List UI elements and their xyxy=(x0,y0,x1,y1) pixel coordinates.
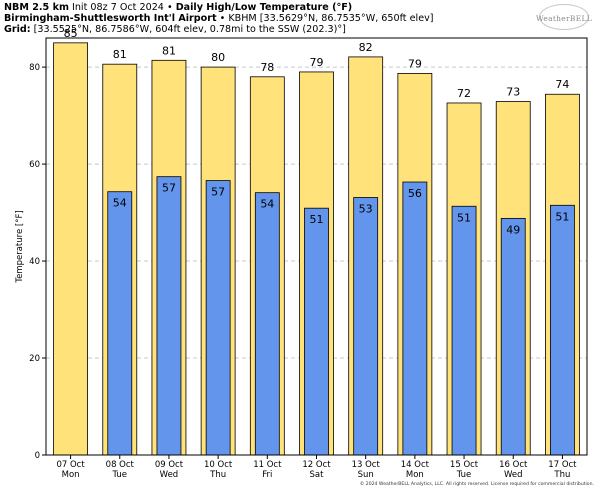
x-tick-date: 09 Oct xyxy=(155,460,184,470)
low-temp-bar xyxy=(402,181,428,456)
low-temp-label: 54 xyxy=(113,197,127,210)
low-temp-bar xyxy=(254,192,280,456)
x-tick-weekday: Wed xyxy=(160,470,179,480)
low-temp-label: 57 xyxy=(162,182,176,195)
x-tick-weekday: Tue xyxy=(112,470,128,480)
high-temp-label: 78 xyxy=(260,61,274,74)
x-tick-date: 17 Oct xyxy=(548,460,577,470)
low-temp-label: 51 xyxy=(555,210,569,223)
low-temp-label: 56 xyxy=(408,187,422,200)
copyright-footer: © 2024 WeatherBELL Analytics, LLC. All r… xyxy=(359,482,594,487)
y-tick-label: 80 xyxy=(29,63,40,73)
high-temp-label: 80 xyxy=(211,51,225,64)
x-tick-weekday: Sat xyxy=(310,470,325,480)
high-temp-label: 72 xyxy=(457,87,471,100)
chart-title: NBM 2.5 km Init 08z 7 Oct 2024 • Daily H… xyxy=(4,2,352,14)
x-tick-weekday: Thu xyxy=(209,470,226,480)
low-temp-bar xyxy=(500,217,526,456)
x-tick-date: 16 Oct xyxy=(499,460,528,470)
y-axis-label: Temperature [°F] xyxy=(15,210,25,283)
init-time: Init 08z 7 Oct 2024 • xyxy=(72,2,173,13)
high-temp-label: 79 xyxy=(310,56,324,69)
station-line: Birmingham-Shuttlesworth Int'l Airport •… xyxy=(4,13,434,25)
x-tick-date: 08 Oct xyxy=(106,460,135,470)
high-temp-label: 74 xyxy=(555,78,569,91)
x-tick-date: 13 Oct xyxy=(352,460,381,470)
x-tick-weekday: Thu xyxy=(553,470,570,480)
x-tick-date: 07 Oct xyxy=(56,460,85,470)
x-tick-date: 14 Oct xyxy=(401,460,430,470)
high-temp-label: 79 xyxy=(408,57,422,70)
low-temp-label: 51 xyxy=(457,211,471,224)
high-temp-label: 73 xyxy=(506,86,520,99)
y-tick-label: 40 xyxy=(29,257,40,267)
station-name: Birmingham-Shuttlesworth Int'l Airport xyxy=(4,13,217,24)
high-temp-label: 82 xyxy=(359,41,373,54)
low-temp-label: 57 xyxy=(211,186,225,199)
y-tick-label: 20 xyxy=(29,354,40,364)
low-temp-label: 53 xyxy=(359,203,373,216)
x-tick-date: 11 Oct xyxy=(253,460,282,470)
low-temp-label: 51 xyxy=(310,213,324,226)
x-tick-weekday: Mon xyxy=(406,470,424,480)
low-temp-label: 49 xyxy=(506,223,520,236)
grid-label: Grid: xyxy=(4,24,31,35)
low-temp-bar xyxy=(451,205,477,456)
x-tick-weekday: Sun xyxy=(358,470,374,480)
model-name: NBM 2.5 km xyxy=(4,2,69,13)
low-temp-bar xyxy=(353,197,379,456)
high-temp-bar xyxy=(53,42,88,456)
x-tick-date: 10 Oct xyxy=(204,460,233,470)
low-temp-bar xyxy=(107,191,133,456)
station-info: • KBHM [33.5629°N, 86.7535°W, 650ft elev… xyxy=(219,13,434,24)
low-temp-label: 54 xyxy=(260,198,274,211)
high-temp-label: 81 xyxy=(162,44,176,57)
low-temp-bar xyxy=(304,207,329,456)
grid-info: [33.5525°N, 86.7586°W, 604ft elev, 0.78m… xyxy=(33,24,346,35)
low-temp-bar xyxy=(205,180,231,456)
weatherbell-logo: WeatherBELL xyxy=(535,4,593,32)
x-tick-weekday: Tue xyxy=(456,470,472,480)
x-tick-weekday: Mon xyxy=(62,470,80,480)
product-name: Daily High/Low Temperature (°F) xyxy=(175,2,353,13)
x-tick-date: 12 Oct xyxy=(302,460,331,470)
high-temp-label: 81 xyxy=(113,48,127,61)
logo-text: WeatherBELL xyxy=(535,14,593,23)
high-temp-label: 85 xyxy=(64,27,78,40)
grid-line: Grid: [33.5525°N, 86.7586°W, 604ft elev,… xyxy=(4,24,346,36)
x-tick-weekday: Wed xyxy=(504,470,523,480)
low-temp-bar xyxy=(156,176,182,456)
low-temp-bar xyxy=(550,204,575,456)
logo-arc-icon xyxy=(539,4,589,30)
y-tick-label: 0 xyxy=(35,451,40,461)
x-tick-weekday: Fri xyxy=(262,470,272,480)
x-tick-date: 15 Oct xyxy=(450,460,479,470)
y-tick-label: 60 xyxy=(29,160,40,170)
